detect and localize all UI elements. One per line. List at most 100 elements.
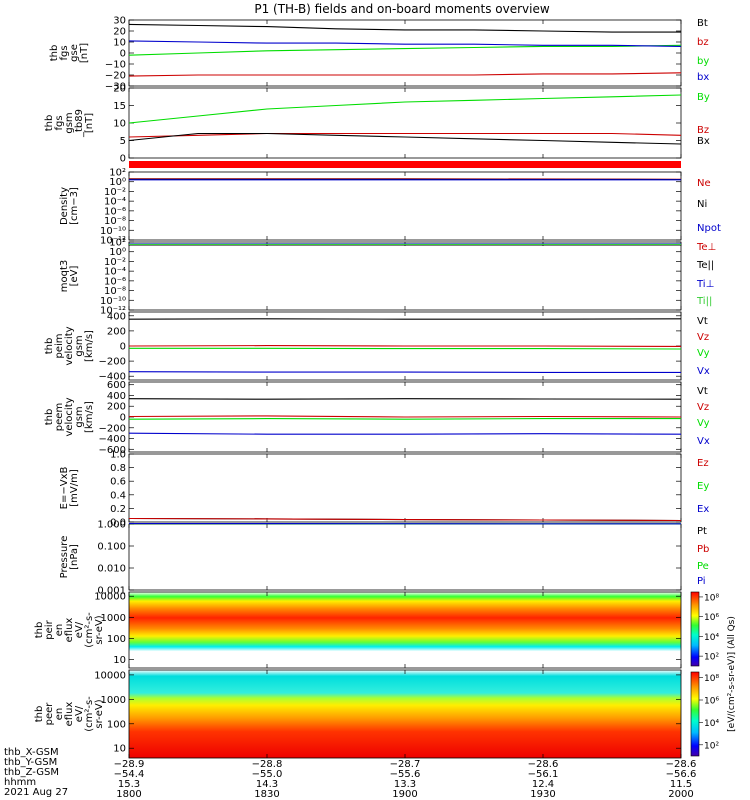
colorbar-top: 10⁸ 10⁶ 10⁴ 10² bbox=[690, 591, 719, 667]
ytick-label: 1.0 bbox=[110, 450, 126, 461]
ytick-label: −400 bbox=[99, 372, 126, 383]
panel-frame bbox=[128, 453, 682, 523]
colorbar-tick-label: 10⁸ bbox=[704, 593, 719, 603]
ytick-label: 10⁻⁶ bbox=[104, 276, 126, 287]
ylabel-line: moqt3 bbox=[59, 260, 70, 293]
ylabel-line: thb bbox=[34, 622, 45, 639]
ylabel: thb fgs gsm _tb89 [nT] bbox=[44, 109, 95, 138]
ytick-label: −10 bbox=[105, 60, 126, 71]
colorbar-top-ticks: 10⁸ 10⁶ 10⁴ 10² bbox=[699, 593, 719, 663]
colorbar-tick-label: 10⁶ bbox=[704, 697, 719, 707]
xrow-value: 1930 bbox=[530, 789, 555, 800]
ytick-label: 10⁻⁶ bbox=[104, 206, 126, 217]
ytick-label: 10⁻⁸ bbox=[104, 286, 126, 297]
legend-Pe: Pe bbox=[697, 561, 709, 572]
legend-Vz: Vz bbox=[697, 332, 709, 343]
ytick-label: 0.100 bbox=[97, 542, 126, 553]
ytick-label: 10000 bbox=[94, 670, 126, 681]
xrow-value: 1830 bbox=[254, 789, 279, 800]
legend-Vt: Vt bbox=[697, 386, 708, 397]
ytick-label: 10⁰ bbox=[109, 247, 126, 258]
ylabel-line: eflux bbox=[64, 702, 75, 727]
panel-10: 10000 1000 100 10 thb peer en eflux eV/(cm²-s-sr… bbox=[34, 669, 682, 759]
legend-Vy: Vy bbox=[697, 418, 710, 429]
series-Pb bbox=[128, 517, 682, 522]
colorbar-tick-label: 10² bbox=[704, 741, 719, 751]
ylabel-line: gsm bbox=[74, 406, 85, 427]
ytick-label: 10 bbox=[113, 744, 126, 755]
ytick-label: 10⁻⁸ bbox=[104, 216, 126, 227]
ytick-label: −30 bbox=[105, 82, 126, 93]
ylabel-line: en bbox=[54, 624, 65, 637]
ylabel: Pressure [nPa] bbox=[59, 536, 80, 579]
ytick-label: 1.000 bbox=[97, 520, 126, 531]
ytick-label: 10⁻¹² bbox=[100, 306, 126, 317]
ylabel-line: fgs bbox=[59, 45, 70, 60]
legend-Ey: Ey bbox=[697, 481, 709, 492]
ytick-label: 10² bbox=[109, 238, 126, 249]
xrow-value: −28.6 bbox=[528, 759, 559, 770]
legend-Ez: Ez bbox=[697, 458, 709, 469]
legend-Pi: Pi bbox=[697, 576, 706, 587]
ytick-label: −200 bbox=[99, 423, 126, 434]
ytick-label: 20 bbox=[113, 27, 126, 38]
ytick-label: 0 bbox=[120, 342, 126, 353]
ylabel-line: eflux bbox=[64, 618, 75, 643]
ylabel: thb peim velocity gsm [km/s] bbox=[44, 326, 95, 365]
ylabel-line: thb bbox=[44, 338, 55, 355]
ytick-label: 10⁻¹⁰ bbox=[100, 296, 126, 307]
legend-Ne: Ne bbox=[697, 178, 711, 189]
panel-9: 10000 1000 100 10 thb peir en eflux eV/(cm²-s-sr… bbox=[34, 591, 682, 669]
ylabel-line: Pressure bbox=[59, 536, 70, 579]
colorbar-tick-label: 10⁴ bbox=[704, 633, 719, 643]
ytick-label: 1000 bbox=[101, 695, 126, 706]
xrow-label: hhmm bbox=[4, 777, 36, 788]
ytick-label: −600 bbox=[99, 445, 126, 456]
colorbar-tick-label: 10⁸ bbox=[704, 674, 719, 684]
ylabel-line: [km/s] bbox=[84, 401, 95, 433]
panel-8: 1.000 0.100 0.010 0.001 Pressure [nPa] Pt Pb Pe P… bbox=[59, 517, 709, 597]
series-bx bbox=[128, 40, 682, 47]
ytick-label: 10⁻¹² bbox=[100, 236, 126, 247]
panel-3: 10²10⁰10⁻²10⁻⁴10⁻⁶10⁻⁸10⁻¹⁰10⁻¹²Density[… bbox=[59, 168, 721, 247]
ytick-label: 10⁻² bbox=[104, 187, 126, 198]
ylabel-line: [nT] bbox=[79, 43, 90, 63]
ylabel-line: [nT] bbox=[84, 113, 95, 133]
ylabel-line: velocity bbox=[64, 397, 75, 436]
xrow-value: 14.3 bbox=[256, 779, 278, 790]
colorbar-bottom: 10⁸ 10⁶ 10⁴ 10² bbox=[690, 671, 719, 757]
ytick-label: 30 bbox=[113, 16, 126, 27]
ylabel-line: eV/ bbox=[74, 705, 85, 722]
series-bz bbox=[128, 72, 682, 77]
panel-frame bbox=[128, 87, 682, 159]
ylabel: E=−VxB [mV/m] bbox=[59, 467, 80, 510]
legend-bx: bx bbox=[697, 72, 709, 83]
ytick-label: 10 bbox=[113, 38, 126, 49]
ytick-label: 100 bbox=[107, 634, 126, 645]
ytick-label: 100 bbox=[107, 719, 126, 730]
series-Vy bbox=[129, 347, 682, 350]
ylabel-line: [mV/m] bbox=[69, 469, 80, 507]
ytick-label: 400 bbox=[107, 391, 126, 402]
ytick-label: 10⁻¹⁰ bbox=[100, 226, 126, 237]
legend-Ni: Ni bbox=[697, 199, 707, 210]
xrow-value: 13.3 bbox=[394, 779, 416, 790]
colorbar-tick-label: 10² bbox=[704, 653, 719, 663]
legend-Ti⊥: Ti⊥ bbox=[696, 279, 714, 290]
xrow-value: 12.4 bbox=[532, 779, 554, 790]
panel-frame bbox=[128, 241, 682, 311]
ylabel: thb peem velocity gsm [km/s] bbox=[44, 397, 95, 436]
colorbar-tick-label: 10⁴ bbox=[704, 719, 719, 729]
xrow-value: −28.7 bbox=[390, 759, 421, 770]
ytick-label: 0 bbox=[120, 154, 126, 165]
ylabel-line: (cm²-s- bbox=[84, 696, 95, 732]
ytick-label: 20 bbox=[113, 84, 126, 95]
legend-Vx: Vx bbox=[697, 366, 710, 377]
spectrogram-2 bbox=[129, 670, 681, 758]
xrow-value: −28.6 bbox=[666, 759, 697, 770]
